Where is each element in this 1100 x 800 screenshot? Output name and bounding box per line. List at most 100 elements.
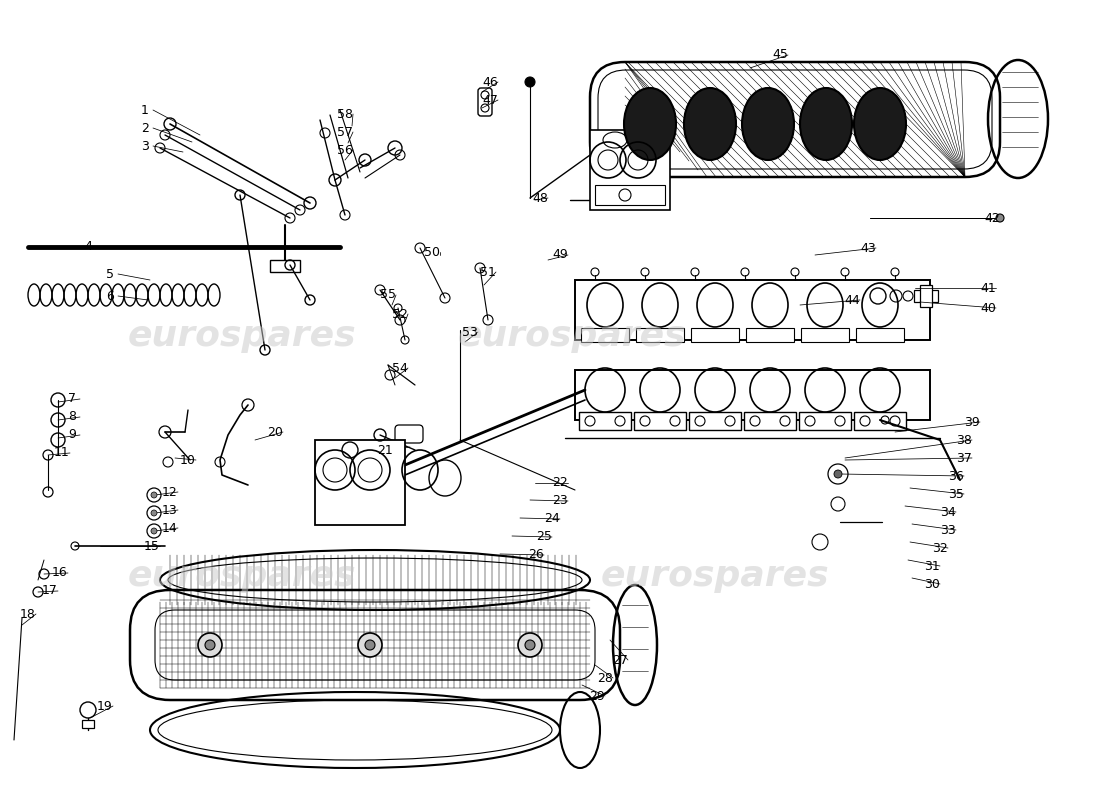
Bar (636, 328, 684, 342)
Text: 5: 5 (106, 267, 114, 281)
Text: 39: 39 (964, 415, 980, 429)
Text: 25: 25 (536, 530, 552, 543)
Text: 7: 7 (68, 393, 76, 406)
Text: 6: 6 (106, 290, 114, 302)
Bar (856, 328, 904, 342)
Text: eurospares: eurospares (601, 559, 829, 593)
Ellipse shape (624, 88, 676, 160)
Circle shape (518, 633, 542, 657)
Text: 52: 52 (392, 307, 408, 321)
Text: 31: 31 (924, 559, 939, 573)
Text: 56: 56 (337, 143, 353, 157)
Bar (581, 328, 629, 342)
Bar (689, 412, 741, 430)
FancyBboxPatch shape (395, 425, 424, 443)
Text: 27: 27 (612, 654, 628, 666)
Text: 40: 40 (980, 302, 996, 314)
Text: eurospares: eurospares (128, 559, 356, 593)
Text: 55: 55 (379, 289, 396, 302)
Bar (744, 412, 796, 430)
Ellipse shape (684, 88, 736, 160)
Circle shape (996, 214, 1004, 222)
Bar (270, 260, 300, 272)
Bar (575, 370, 930, 420)
Text: 33: 33 (940, 523, 956, 537)
FancyBboxPatch shape (478, 88, 492, 116)
Bar (801, 328, 849, 342)
Text: 41: 41 (980, 282, 996, 294)
Circle shape (198, 633, 222, 657)
Bar (575, 280, 930, 340)
Bar (854, 412, 906, 430)
Text: 8: 8 (68, 410, 76, 423)
Text: 43: 43 (860, 242, 876, 254)
Text: 11: 11 (54, 446, 70, 459)
Text: 14: 14 (162, 522, 178, 534)
Text: 32: 32 (932, 542, 948, 554)
Ellipse shape (854, 88, 906, 160)
Text: 54: 54 (392, 362, 408, 374)
Text: 17: 17 (42, 585, 58, 598)
FancyBboxPatch shape (598, 70, 992, 169)
Text: 2: 2 (141, 122, 149, 134)
Text: 30: 30 (924, 578, 939, 590)
Bar (799, 412, 851, 430)
Text: 49: 49 (552, 249, 568, 262)
Ellipse shape (742, 88, 794, 160)
Text: 57: 57 (337, 126, 353, 138)
Text: 50: 50 (424, 246, 440, 258)
Bar (595, 185, 666, 205)
Bar (634, 412, 686, 430)
Text: 37: 37 (956, 451, 972, 465)
Text: 34: 34 (940, 506, 956, 518)
Text: 42: 42 (984, 211, 1000, 225)
Bar (914, 290, 938, 302)
Text: 20: 20 (267, 426, 283, 438)
Bar (82, 720, 94, 728)
Text: 24: 24 (544, 513, 560, 526)
Text: 23: 23 (552, 494, 568, 507)
Text: 13: 13 (162, 503, 178, 517)
Circle shape (358, 633, 382, 657)
Circle shape (525, 77, 535, 87)
Circle shape (151, 528, 157, 534)
FancyBboxPatch shape (130, 590, 620, 700)
Text: 44: 44 (844, 294, 860, 306)
Ellipse shape (800, 88, 852, 160)
Bar (315, 440, 405, 525)
Bar (746, 328, 794, 342)
Text: 47: 47 (482, 94, 498, 106)
Text: 15: 15 (144, 539, 159, 553)
Text: 35: 35 (948, 487, 964, 501)
Text: 4: 4 (84, 241, 92, 254)
Text: 10: 10 (180, 454, 196, 466)
Circle shape (151, 510, 157, 516)
Text: 53: 53 (462, 326, 477, 338)
Text: 9: 9 (68, 429, 76, 442)
Text: 21: 21 (377, 443, 393, 457)
Text: 36: 36 (948, 470, 964, 482)
Text: 26: 26 (528, 549, 543, 562)
Bar (320, 500, 400, 518)
Text: 58: 58 (337, 107, 353, 121)
Text: 3: 3 (141, 139, 149, 153)
Text: 1: 1 (141, 103, 149, 117)
Text: 28: 28 (597, 671, 613, 685)
Bar (590, 130, 670, 210)
Text: 46: 46 (482, 75, 498, 89)
Bar (691, 328, 739, 342)
Text: 38: 38 (956, 434, 972, 446)
Circle shape (151, 492, 157, 498)
Bar (920, 285, 932, 307)
Text: eurospares: eurospares (458, 319, 686, 353)
Text: 18: 18 (20, 607, 36, 621)
Circle shape (525, 640, 535, 650)
Text: 22: 22 (552, 477, 568, 490)
Circle shape (205, 640, 214, 650)
Text: 45: 45 (772, 49, 788, 62)
Text: 16: 16 (52, 566, 68, 579)
Circle shape (365, 640, 375, 650)
Text: eurospares: eurospares (128, 319, 356, 353)
Text: 29: 29 (590, 690, 605, 702)
Text: 19: 19 (97, 699, 113, 713)
